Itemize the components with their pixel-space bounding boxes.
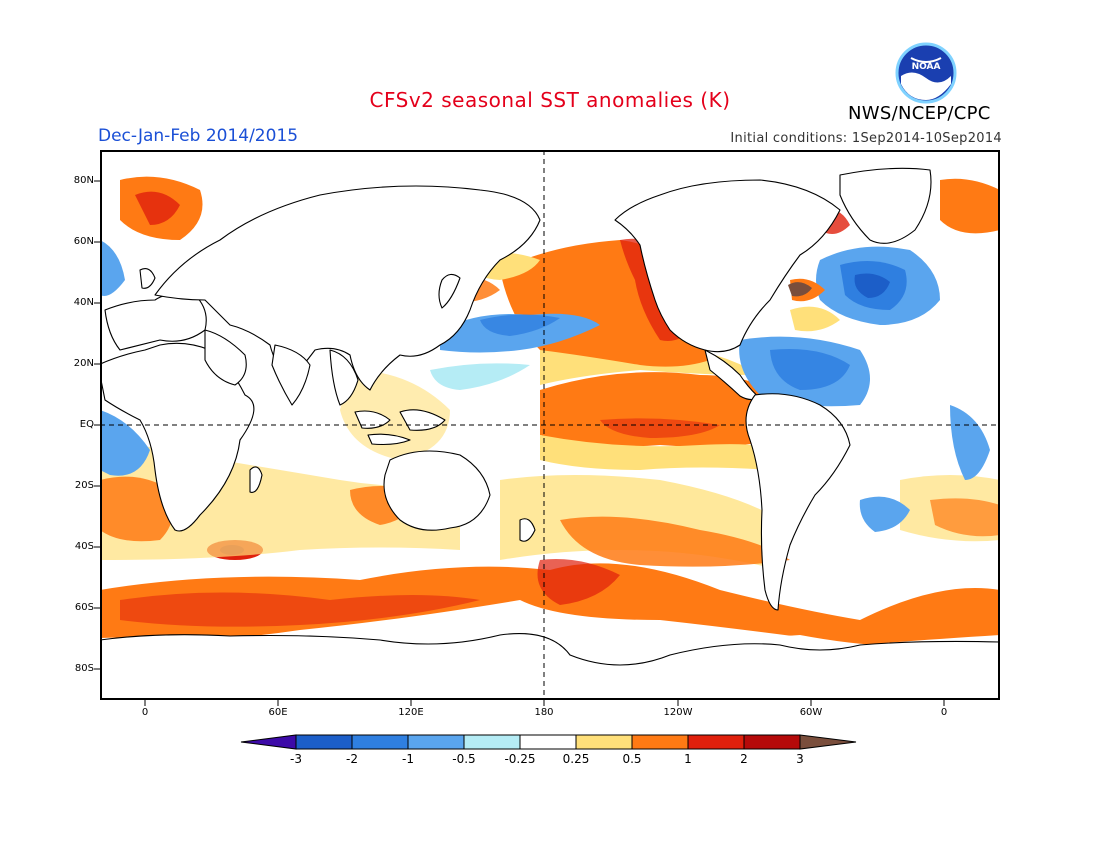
agency-label: NWS/NCEP/CPC: [848, 103, 991, 124]
lat-label-20n: 20N: [73, 358, 94, 369]
colorbar-label-neg1: -1: [402, 752, 414, 766]
lon-label-180: 180: [534, 707, 554, 718]
colorbar-arrow-low: [240, 734, 297, 750]
colorbar-label-025: 0.25: [562, 752, 590, 766]
lon-label-60e: 60E: [268, 707, 288, 718]
lon-label-120e: 120E: [398, 707, 424, 718]
colorbar-label-2: 2: [740, 752, 748, 766]
lat-label-80n: 80N: [73, 175, 94, 186]
colorbar-label-neg3: -3: [290, 752, 302, 766]
lon-label-0: 0: [141, 707, 149, 718]
noaa-logo: NOAA: [895, 42, 957, 108]
colorbar-label-3: 3: [796, 752, 804, 766]
lat-label-60n: 60N: [73, 236, 94, 247]
map-title: CFSv2 seasonal SST anomalies (K): [369, 88, 731, 112]
colorbar-arrow-high: [799, 734, 857, 750]
colorbar-bin: [743, 734, 801, 750]
lat-label-eq: EQ: [79, 419, 94, 430]
sst-anomaly-map: [97, 150, 1001, 701]
lat-label-80s: 80S: [74, 663, 94, 674]
lon-label-120w: 120W: [663, 707, 693, 718]
season-label: Dec-Jan-Feb 2014/2015: [98, 126, 299, 146]
colorbar-label-neg05: -0.5: [452, 752, 476, 766]
colorbar-label-1: 1: [684, 752, 692, 766]
axis-ticks: [94, 180, 945, 706]
colorbar-label-neg2: -2: [346, 752, 358, 766]
colorbar-bin: [575, 734, 633, 750]
colorbar-label-05: 0.5: [622, 752, 642, 766]
colorbar-bin: [687, 734, 745, 750]
lon-label-0-east: 0: [940, 707, 948, 718]
lat-label-40s: 40S: [74, 541, 94, 552]
colorbar-bin: [407, 734, 465, 750]
colorbar-bin: [631, 734, 689, 750]
lat-label-60s: 60S: [74, 602, 94, 613]
colorbar: [240, 734, 862, 754]
lat-label-40n: 40N: [73, 297, 94, 308]
initial-conditions-label: Initial conditions: 1Sep2014-10Sep2014: [730, 131, 1002, 146]
colorbar-bin: [351, 734, 409, 750]
colorbar-bin: [295, 734, 353, 750]
lon-label-60w: 60W: [799, 707, 823, 718]
colorbar-bin: [519, 734, 577, 750]
colorbar-bin: [463, 734, 521, 750]
lat-label-20s: 20S: [74, 480, 94, 491]
colorbar-label-neg025: -0.25: [504, 752, 536, 766]
svg-text:NOAA: NOAA: [912, 62, 941, 72]
